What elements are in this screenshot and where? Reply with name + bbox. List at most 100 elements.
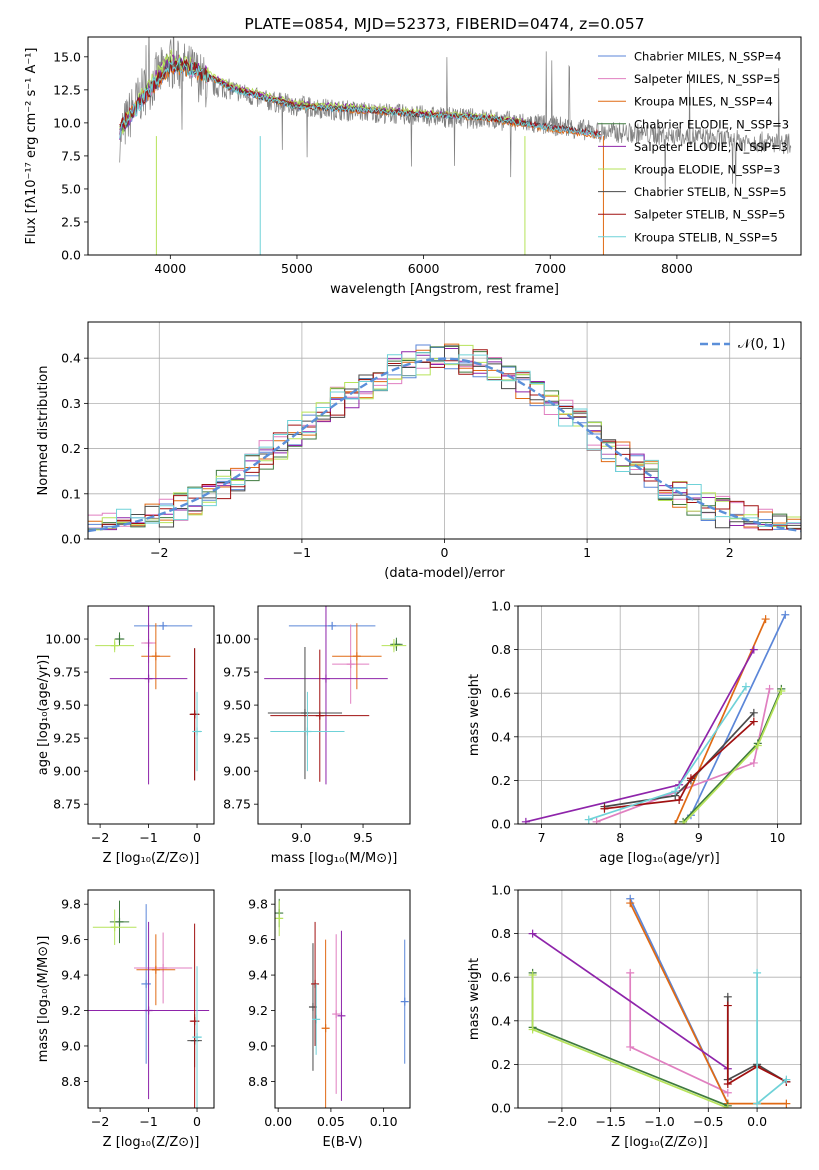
data-point: [303, 727, 312, 736]
weight-point: [723, 1080, 732, 1089]
data-point: [311, 979, 320, 988]
weight-point: [777, 687, 786, 696]
spectrum-axes: 4000 5000 6000 7000 8000 0.0 2.5 5.0 7.5 10.0 12.5…: [24, 15, 693, 297]
data-point: [400, 997, 409, 1006]
legend-label: Salpeter ELODIE, N_SSP=3: [634, 140, 788, 154]
y-tick-label: 9.8: [61, 897, 81, 912]
legend-label: Chabrier STELIB, N_SSP=5: [634, 185, 786, 199]
weight_vs_age-lines: [521, 610, 790, 824]
weight-point: [675, 796, 684, 805]
x-tick-label: −2.0: [547, 1114, 577, 1129]
y-tick-label: 0.1: [61, 486, 81, 501]
y-tick-label: 9.75: [53, 665, 81, 680]
y-tick-label: 9.8: [248, 897, 268, 912]
x-tick-label: 9.0: [291, 830, 311, 845]
x-tick-label: 0.00: [264, 1114, 292, 1129]
mass_vs_ebv-points: [275, 898, 409, 1108]
plot-frame: [257, 605, 411, 825]
data-point: [144, 1006, 153, 1015]
y-axis-label: mass weight: [467, 958, 482, 1040]
spectrum-lines: [119, 37, 792, 255]
data-point: [275, 914, 284, 923]
y-tick-label: 9.50: [53, 698, 81, 713]
y-tick-label: 0.3: [61, 396, 81, 411]
data-point: [159, 963, 168, 972]
weight-point: [686, 774, 695, 783]
x-tick-label: −2: [150, 545, 168, 560]
x-axis-label: Z [log₁₀(Z/Z⊙)]: [103, 851, 200, 866]
data-point: [115, 635, 124, 644]
weight-line: [726, 1005, 787, 1086]
weight-point: [749, 708, 758, 717]
age_vs_mass-points: [264, 606, 407, 785]
x-axis-label: Z [log₁₀(Z/Z⊙)]: [103, 1135, 200, 1150]
weight-point: [749, 645, 758, 654]
x-tick-label: 2: [726, 545, 734, 560]
weight-point: [749, 758, 758, 767]
y-tick-label: 0.6: [491, 686, 511, 701]
weight-line: [690, 614, 787, 816]
y-tick-label: 9.25: [53, 731, 81, 746]
data-point: [151, 652, 160, 661]
legend-label: Salpeter MILES, N_SSP=5: [634, 72, 780, 86]
x-tick-label: 0.0: [747, 1114, 767, 1129]
x-axis-label: E(B-V): [322, 1135, 362, 1150]
y-tick-label: 9.6: [248, 932, 268, 947]
y-tick-label: 5.0: [61, 181, 81, 196]
weight-point: [521, 817, 530, 824]
y-tick-label: 0.0: [61, 248, 81, 263]
weight-point: [679, 820, 688, 824]
x-tick-label: 10: [769, 830, 785, 845]
weight-point: [723, 1088, 732, 1097]
y-tick-label: 0.0: [491, 817, 511, 832]
data-point: [337, 1011, 346, 1020]
residual-histogram: [88, 345, 801, 531]
weight-point: [782, 1099, 791, 1108]
residual-histogram: [88, 352, 801, 530]
y-tick-label: 9.50: [223, 698, 251, 713]
x-tick-label: 7: [538, 830, 546, 845]
observed-spectrum: [119, 37, 792, 197]
y-tick-label: 2.5: [61, 214, 81, 229]
x-tick-label: 1: [583, 545, 591, 560]
x-axis-label: (data-model)/error: [384, 566, 505, 581]
weight-point: [749, 717, 758, 726]
y-tick-label: 1.0: [491, 599, 511, 614]
weight-point: [761, 615, 770, 624]
weight-point: [723, 992, 732, 1001]
plot-frame: [87, 605, 215, 825]
y-tick-label: 10.00: [215, 632, 251, 647]
y-tick-label: 9.0: [248, 1038, 268, 1053]
weight-point: [626, 1042, 635, 1051]
x-tick-label: 0: [193, 830, 201, 845]
y-axis-label: mass [log₁₀(M/M⊙)]: [36, 936, 51, 1063]
weight-point: [782, 1075, 791, 1084]
x-tick-label: −2: [91, 1114, 109, 1129]
data-point: [346, 660, 355, 669]
spectrum-legend: Chabrier MILES, N_SSP=4 Salpeter MILES, N…: [598, 50, 789, 244]
age_vs_z-axes: −2 −1 0 8.75 9.00 9.25 9.50 9.75 10.00 Z [log₁₀(Z…: [36, 632, 201, 866]
y-tick-label: 7.5: [61, 148, 81, 163]
y-tick-label: 0.2: [61, 441, 81, 456]
y-tick-label: 8.8: [61, 1074, 81, 1089]
x-axis-label: mass [log₁₀(M/M⊙)]: [271, 851, 398, 866]
legend-label: 𝒩(0, 1): [738, 337, 785, 352]
x-tick-label: 5000: [281, 261, 313, 276]
y-tick-label: 15.0: [53, 49, 81, 64]
data-point: [321, 674, 330, 683]
weight-line: [604, 720, 755, 810]
x-tick-label: −1.0: [644, 1114, 674, 1129]
weight-point: [723, 1104, 732, 1108]
model-spectrum-line: [119, 57, 601, 139]
data-point: [193, 727, 202, 736]
y-tick-label: 0.4: [61, 351, 81, 366]
weight-point: [753, 968, 762, 977]
plot-frame: [87, 36, 802, 256]
plot-frame: [517, 889, 802, 1109]
y-tick-label: 9.4: [248, 968, 268, 983]
weight-point: [528, 929, 537, 938]
y-tick-label: 12.5: [53, 82, 81, 97]
mass_vs_z-axes: −2 −1 0 8.8 9.0 9.2 9.4 9.6 9.8 Z [log₁₀(Z/Z⊙)] ma…: [36, 897, 201, 1150]
y-tick-label: 1.0: [491, 883, 511, 898]
